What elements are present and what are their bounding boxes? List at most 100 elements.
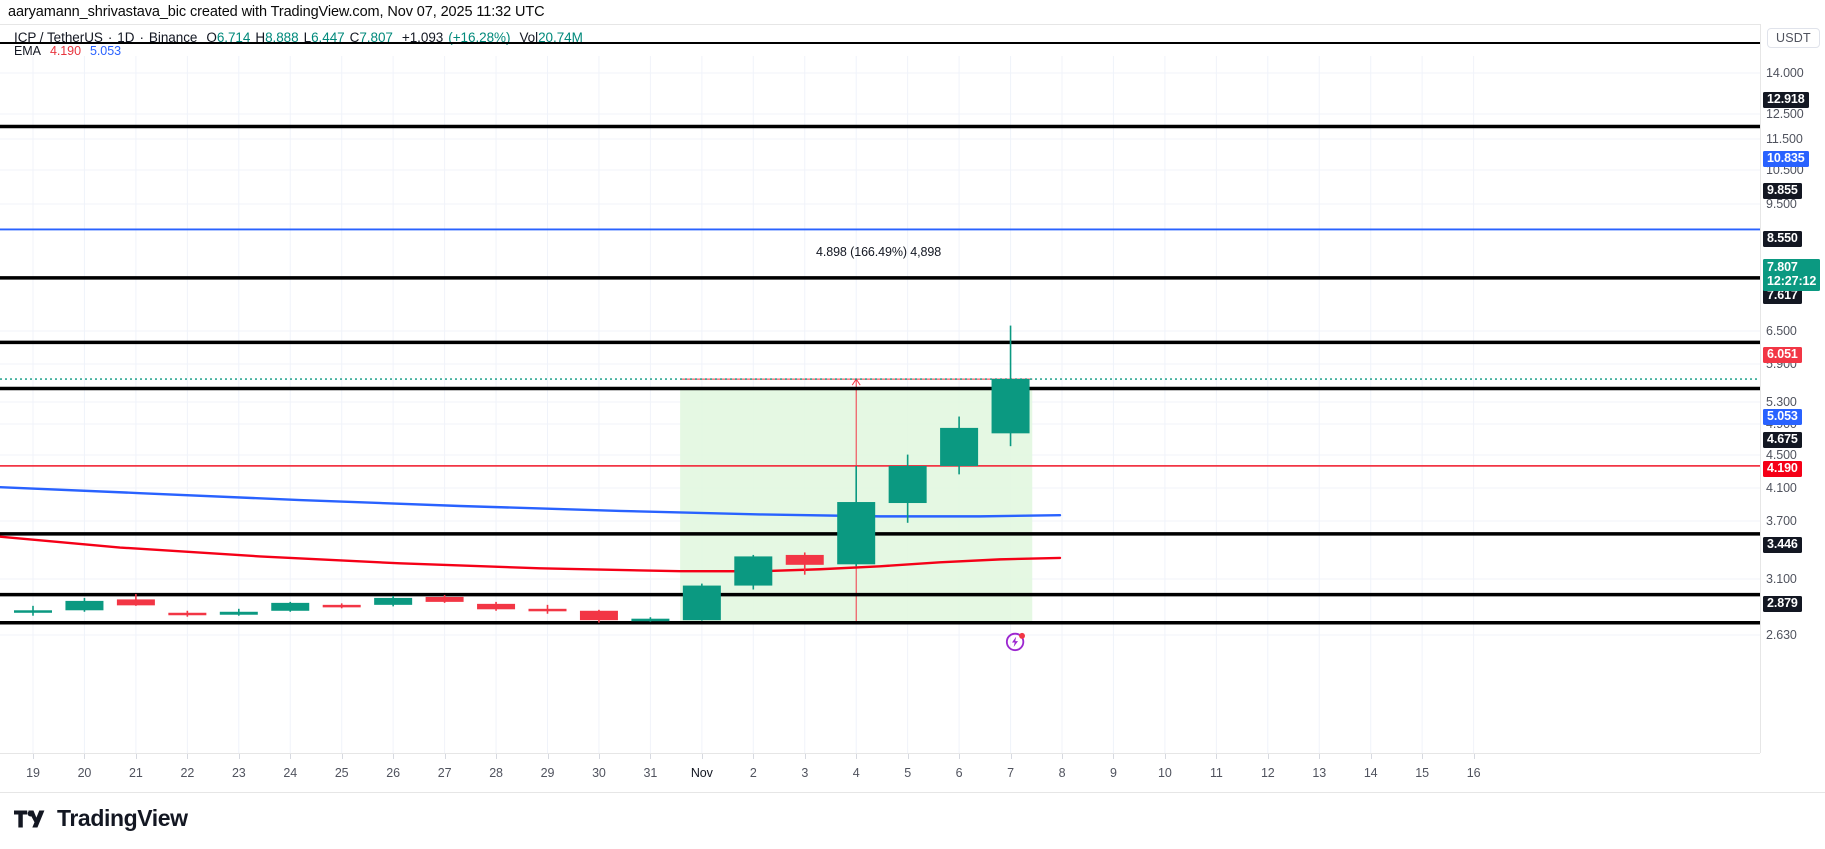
- current-price-value: 7.807: [1767, 260, 1798, 274]
- time-tick-mark-3: [187, 754, 189, 759]
- price-badge-7-617[interactable]: 7.617: [1763, 288, 1802, 304]
- footer-divider: [0, 792, 1825, 793]
- tradingview-wordmark: TradingView: [57, 805, 188, 831]
- price-tick-5: 6.500: [1766, 324, 1797, 338]
- time-tick-20: 20: [77, 766, 92, 780]
- candlestick-svg: [0, 56, 1760, 753]
- bar-countdown: 12:27:12: [1767, 273, 1817, 288]
- ema-slow-value: 5.053: [89, 44, 121, 58]
- price-badge-9-855[interactable]: 9.855: [1763, 183, 1802, 199]
- time-tick-mark-27: [1422, 754, 1424, 759]
- price-badge-10-835[interactable]: 10.835: [1763, 151, 1809, 167]
- price-tick-7: 5.300: [1766, 395, 1797, 409]
- price-axis[interactable]: USDT 14.000 12.500 11.500 10.500 9.500 6.500 5…: [1760, 24, 1825, 753]
- price-tick-13: 2.630: [1766, 628, 1797, 642]
- time-tick-21: 21: [129, 766, 143, 780]
- open-label: O: [206, 30, 217, 45]
- change-absolute: +1.093: [401, 30, 444, 45]
- time-tick-mark-23: [1216, 754, 1218, 759]
- legend-exchange[interactable]: Binance: [148, 30, 198, 45]
- time-tick-2: 2: [749, 766, 757, 780]
- time-tick-6: 6: [955, 766, 963, 780]
- price-tick-9: 4.500: [1766, 448, 1797, 462]
- time-tick-mark-7: [393, 754, 395, 759]
- indicator-legend[interactable]: EMA 4.190 5.053: [14, 44, 121, 58]
- indicator-name[interactable]: EMA: [14, 44, 41, 58]
- time-tick-mark-26: [1370, 754, 1372, 759]
- time-tick-mark-5: [290, 754, 292, 759]
- time-tick-mark-16: [856, 754, 858, 759]
- high-value: 8.888: [265, 30, 299, 45]
- open-value: 6.714: [216, 30, 251, 45]
- time-tick-31: 31: [643, 766, 658, 780]
- price-tick-11: 3.700: [1766, 514, 1797, 528]
- time-tick-4: 4: [852, 766, 860, 780]
- legend-separator-2: ·: [139, 30, 144, 45]
- time-tick-26: 26: [386, 766, 400, 780]
- time-tick-mark-11: [598, 754, 600, 759]
- change-percent: (+16.28%): [448, 30, 511, 45]
- legend-separator-1: ·: [107, 30, 113, 45]
- time-tick-mark-28: [1473, 754, 1475, 759]
- legend-interval[interactable]: 1D: [117, 30, 135, 45]
- time-tick-22: 22: [180, 766, 195, 780]
- time-tick-mark-12: [650, 754, 652, 759]
- time-tick-mark-17: [907, 754, 909, 759]
- price-badge-4-675[interactable]: 4.675: [1763, 432, 1802, 448]
- price-badge-5-053[interactable]: 5.053: [1763, 409, 1802, 425]
- measurement-label: 4.898 (166.49%) 4,898: [816, 245, 942, 259]
- time-tick-12: 12: [1260, 766, 1275, 780]
- time-tick-13: 13: [1312, 766, 1327, 780]
- time-tick-11: 11: [1209, 766, 1223, 780]
- time-tick-23: 23: [231, 766, 246, 780]
- time-tick-14: 14: [1363, 766, 1378, 780]
- tradingview-mark-icon: [14, 810, 45, 827]
- time-tick-7: 7: [1007, 766, 1014, 780]
- time-tick-mark-1: [84, 754, 86, 759]
- price-badge-3-446[interactable]: 3.446: [1763, 537, 1802, 553]
- currency-unit-chip: USDT: [1767, 28, 1820, 48]
- price-tick-0: 14.000: [1766, 66, 1804, 80]
- time-tick-mark-13: [701, 754, 703, 759]
- current-price-badge[interactable]: 7.807 12:27:12: [1763, 259, 1821, 291]
- time-tick-mark-15: [804, 754, 806, 759]
- event-bolt-icon[interactable]: [1005, 630, 1027, 652]
- time-tick-mark-18: [959, 754, 961, 759]
- time-tick-24: 24: [283, 766, 298, 780]
- legend-symbol[interactable]: ICP / TetherUS: [14, 30, 103, 45]
- time-tick-mark-9: [496, 754, 498, 759]
- time-tick-mark-20: [1062, 754, 1063, 759]
- price-badge-12-918[interactable]: 12.918: [1763, 92, 1809, 108]
- attribution-text: aaryamann_shrivastava_bic created with T…: [8, 4, 545, 20]
- low-value: 6.447: [311, 30, 345, 45]
- time-tick-Nov: Nov: [690, 766, 713, 780]
- time-tick-15: 15: [1415, 766, 1429, 780]
- price-tick-2: 11.500: [1766, 132, 1803, 146]
- price-tick-1: 12.500: [1766, 107, 1804, 121]
- time-tick-5: 5: [904, 766, 912, 780]
- price-badge-4-190[interactable]: 4.190: [1763, 461, 1802, 477]
- time-tick-mark-4: [238, 754, 240, 759]
- time-tick-28: 28: [489, 766, 503, 780]
- time-tick-mark-22: [1164, 754, 1166, 759]
- legend-divider: [0, 41, 1760, 44]
- symbol-legend[interactable]: ICP / TetherUS · 1D · Binance O6.714 H8.888 L6.…: [14, 30, 583, 45]
- time-tick-mark-21: [1113, 754, 1115, 759]
- time-tick-8: 8: [1058, 766, 1066, 780]
- time-tick-30: 30: [592, 766, 606, 780]
- chart-plot-area[interactable]: 4.898 (166.49%) 4,898: [0, 56, 1760, 753]
- time-axis[interactable]: 19 20 21 22 23 24 25 26 27 28 29 30 31 Nov 2 3 4 5 6 7 8 9 10 1…: [0, 753, 1760, 793]
- time-tick-19: 19: [26, 766, 40, 780]
- price-tick-12: 3.100: [1766, 572, 1797, 586]
- time-tick-9: 9: [1110, 766, 1117, 780]
- price-badge-2-879[interactable]: 2.879: [1763, 596, 1802, 612]
- time-tick-mark-6: [341, 754, 343, 759]
- time-tick-mark-0: [33, 754, 34, 759]
- price-badge-6-051[interactable]: 6.051: [1763, 347, 1802, 363]
- time-tick-mark-14: [753, 754, 755, 759]
- time-tick-mark-24: [1267, 754, 1269, 759]
- price-badge-8-550[interactable]: 8.550: [1763, 231, 1802, 247]
- close-value: 7.807: [359, 30, 393, 45]
- time-tick-mark-2: [135, 754, 137, 759]
